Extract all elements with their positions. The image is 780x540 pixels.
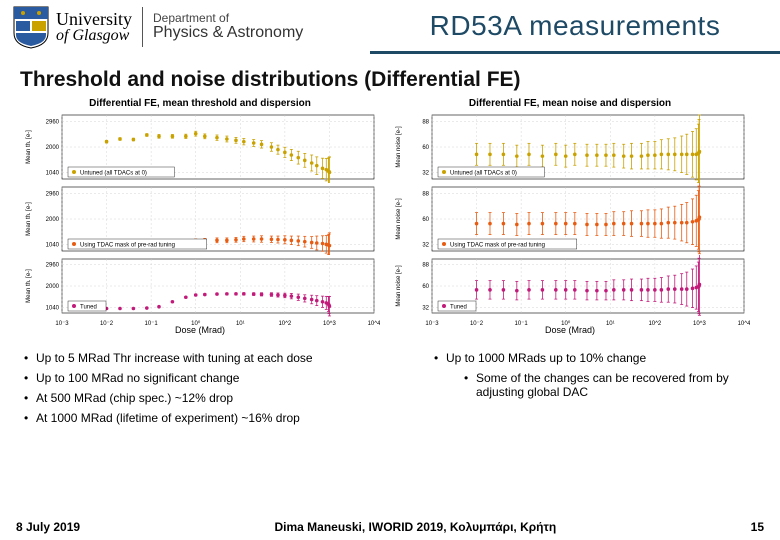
svg-text:Mean th. [e-]: Mean th. [e-]: [26, 269, 32, 303]
chart-right-panel-1: 32 60 88 Mean noise [e-] Using TDAC mask of …: [390, 183, 750, 255]
svg-text:10^2: 10^2: [278, 321, 291, 327]
svg-text:32: 32: [422, 306, 429, 312]
svg-text:Using TDAC mask of pre-rad tun: Using TDAC mask of pre-rad tuning: [450, 243, 545, 249]
svg-text:2960: 2960: [46, 191, 60, 197]
svg-text:10⁻1: 10⁻1: [515, 321, 529, 327]
svg-text:1040: 1040: [46, 243, 60, 249]
bullet-left-1: Up to 100 MRad no significant change: [24, 371, 424, 385]
svg-text:88: 88: [422, 262, 429, 268]
department-name: Department of Physics & Astronomy: [153, 12, 303, 41]
university-crest-icon: [12, 5, 50, 49]
svg-text:10^4: 10^4: [368, 321, 380, 327]
footer-date: 8 July 2019: [16, 520, 80, 534]
svg-text:88: 88: [422, 119, 429, 125]
svg-text:Using TDAC mask of pre-rad tun: Using TDAC mask of pre-rad tuning: [80, 243, 175, 249]
logo-block: University of Glasgow Department of Phys…: [0, 0, 360, 54]
svg-text:1040: 1040: [46, 171, 60, 177]
university-name: University of Glasgow: [56, 10, 132, 44]
chart-left-panel-0: 1040 2000 2960 Mean th. [e-] Untuned (all TD…: [20, 111, 380, 183]
svg-text:Mean noise [e-]: Mean noise [e-]: [396, 126, 402, 168]
bullet-left-2: At 500 MRad (chip spec.) ~12% drop: [24, 391, 424, 405]
bullet-right-nested-0: Some of the changes can be recovered fro…: [464, 371, 756, 399]
svg-text:10¹: 10¹: [606, 321, 615, 327]
svg-text:10⁻3: 10⁻3: [55, 321, 69, 327]
svg-text:10^2: 10^2: [648, 321, 661, 327]
svg-text:10⁰: 10⁰: [191, 320, 201, 327]
svg-text:10⁰: 10⁰: [561, 320, 571, 327]
chart-column-left: Differential FE, mean threshold and disp…: [20, 98, 380, 335]
svg-text:60: 60: [422, 217, 429, 223]
svg-text:Mean noise [e-]: Mean noise [e-]: [396, 198, 402, 240]
svg-text:32: 32: [422, 171, 429, 177]
svg-text:Mean th. [e-]: Mean th. [e-]: [26, 130, 32, 164]
svg-text:Untuned (all TDACs at 0): Untuned (all TDACs at 0): [80, 171, 147, 177]
footer-center: Dima Maneuski, IWORID 2019, Κολυμπάρι, Κ…: [80, 520, 751, 534]
bullet-left-3: At 1000 MRad (lifetime of experiment) ~1…: [24, 411, 424, 425]
svg-text:10⁻2: 10⁻2: [100, 321, 114, 327]
header: University of Glasgow Department of Phys…: [0, 0, 780, 54]
bullets-left: Up to 5 MRad Thr increase with tuning at…: [24, 351, 424, 431]
svg-text:10^4: 10^4: [738, 321, 750, 327]
svg-text:10⁻3: 10⁻3: [425, 321, 439, 327]
slide-subtitle: Threshold and noise distributions (Diffe…: [0, 54, 780, 98]
svg-text:88: 88: [422, 191, 429, 197]
slide-title: RD53A measurements: [370, 0, 780, 54]
svg-text:32: 32: [422, 243, 429, 249]
chart-right-title: Differential FE, mean noise and dispersi…: [390, 98, 750, 109]
chart-right-panel-0: 32 60 88 Mean noise [e-] Untuned (all TDACs …: [390, 111, 750, 183]
chart-column-right: Differential FE, mean noise and dispersi…: [390, 98, 750, 335]
chart-left-panel-1: 1040 2000 2960 Mean th. [e-] Using TDAC mask…: [20, 183, 380, 255]
svg-text:Tuned: Tuned: [80, 305, 97, 311]
svg-text:2000: 2000: [46, 145, 60, 151]
svg-text:60: 60: [422, 145, 429, 151]
svg-text:10⁻1: 10⁻1: [145, 321, 159, 327]
university-name-bottom: of Glasgow: [56, 28, 132, 44]
bullet-left-0: Up to 5 MRad Thr increase with tuning at…: [24, 351, 424, 365]
footer: 8 July 2019 Dima Maneuski, IWORID 2019, …: [0, 520, 780, 534]
chart-left-panel-2: 10⁻3 10⁻2 10⁻1 10⁰ 10¹ 10^2 10^3 10^4 1040 2000 29…: [20, 255, 380, 327]
svg-text:Untuned (all TDACs at 0): Untuned (all TDACs at 0): [450, 171, 517, 177]
department-bottom: Physics & Astronomy: [153, 25, 303, 42]
svg-text:2000: 2000: [46, 217, 60, 223]
svg-text:2000: 2000: [46, 284, 60, 290]
svg-text:2960: 2960: [46, 119, 60, 125]
svg-text:10¹: 10¹: [236, 321, 245, 327]
university-name-top: University: [56, 10, 132, 28]
chart-left-title: Differential FE, mean threshold and disp…: [20, 98, 380, 109]
svg-text:1040: 1040: [46, 306, 60, 312]
bullets-area: Up to 5 MRad Thr increase with tuning at…: [0, 335, 780, 431]
svg-text:Tuned: Tuned: [450, 305, 467, 311]
charts-area: Differential FE, mean threshold and disp…: [0, 98, 780, 335]
svg-text:10^3: 10^3: [693, 321, 706, 327]
bullet-right-0: Up to 1000 MRads up to 10% change: [434, 351, 756, 365]
svg-text:Mean noise [e-]: Mean noise [e-]: [396, 265, 402, 307]
svg-text:10^3: 10^3: [323, 321, 336, 327]
chart-right-panel-2: 10⁻3 10⁻2 10⁻1 10⁰ 10¹ 10^2 10^3 10^4 32 60 88 Mean…: [390, 255, 750, 327]
header-divider: [142, 7, 143, 47]
svg-text:10⁻2: 10⁻2: [470, 321, 484, 327]
svg-text:2960: 2960: [46, 262, 60, 268]
bullets-right: Up to 1000 MRads up to 10% change Some o…: [424, 351, 756, 431]
footer-page: 15: [751, 520, 764, 534]
svg-text:Mean th. [e-]: Mean th. [e-]: [26, 202, 32, 236]
department-top: Department of: [153, 12, 303, 25]
svg-text:60: 60: [422, 284, 429, 290]
